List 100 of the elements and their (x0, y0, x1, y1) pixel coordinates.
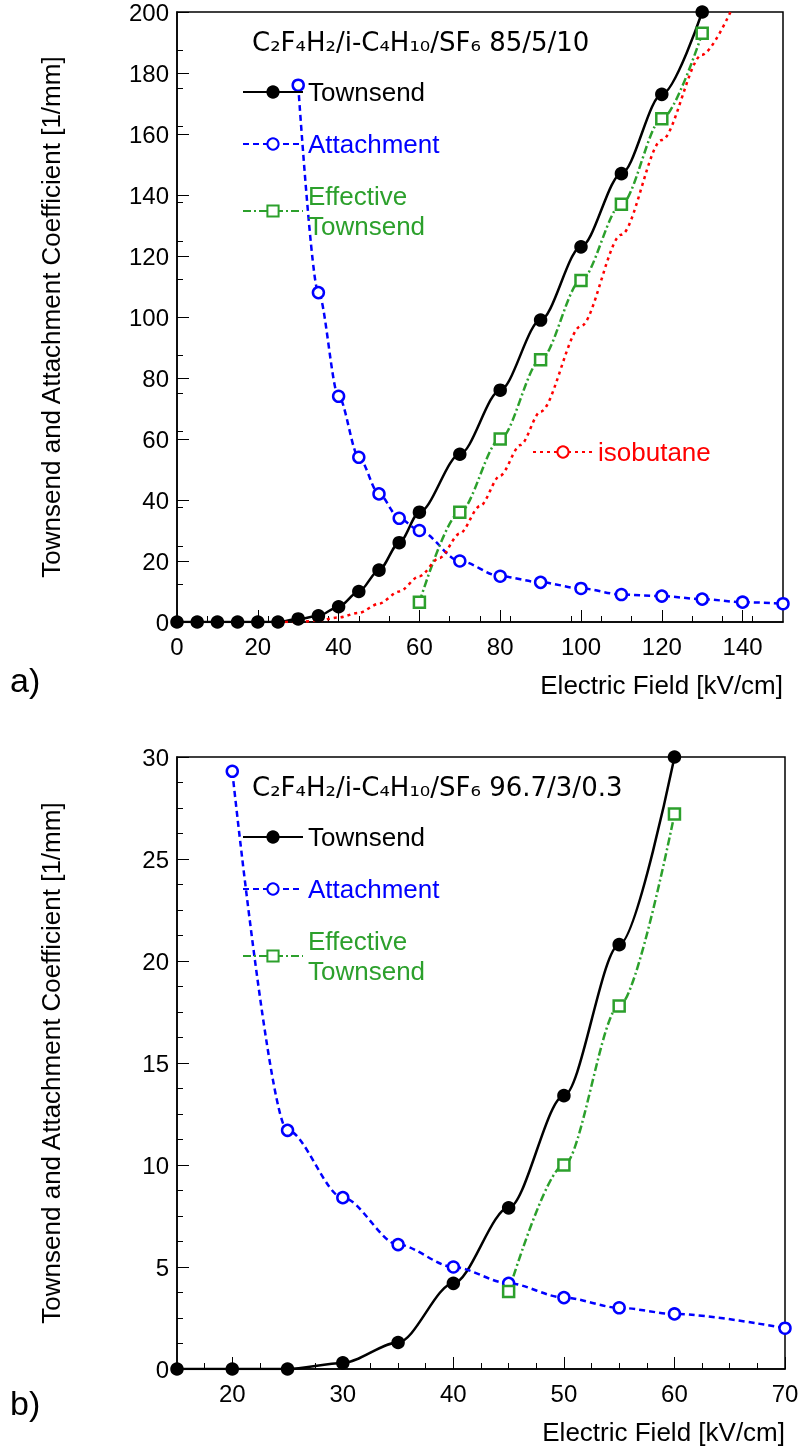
x-tick-label: 20 (244, 632, 272, 660)
point (612, 937, 626, 952)
y-tick-label: 0 (155, 1355, 169, 1383)
legend-label: Effective Townsend (308, 926, 426, 986)
point (311, 609, 326, 623)
legend-label: isobutane (598, 437, 711, 467)
legend-label: Attachment (308, 129, 441, 159)
point (612, 1301, 626, 1315)
point (311, 285, 326, 300)
point (170, 615, 184, 629)
y-axis-title: Townsend and Attachment Coefficient [1/mm] (36, 56, 66, 578)
point (493, 383, 507, 397)
text: a) (10, 661, 41, 699)
x-tick-label: 40 (440, 1379, 467, 1407)
point (372, 563, 386, 577)
x-tick-label: 20 (218, 1379, 246, 1407)
point (446, 1276, 461, 1291)
y-axis-title: Townsend and Attachment Coefficient [1/mm] (36, 802, 66, 1324)
point (412, 595, 427, 609)
point (501, 1284, 516, 1299)
point (695, 26, 709, 41)
point (614, 166, 629, 181)
point (391, 1335, 405, 1350)
y-tick-label: 10 (142, 1151, 169, 1179)
x-tick-label: 60 (406, 632, 433, 660)
point (280, 1362, 295, 1376)
point (291, 78, 305, 92)
point (291, 612, 305, 626)
point (352, 584, 366, 599)
point (655, 112, 669, 126)
y-tick-label: 80 (142, 364, 169, 392)
point (735, 595, 750, 609)
point (612, 999, 626, 1013)
point (372, 487, 386, 501)
y-tick-label: 0 (155, 608, 169, 636)
x-tick-label: 60 (661, 1379, 688, 1407)
point (695, 5, 709, 19)
point (557, 1158, 571, 1172)
point (412, 523, 427, 538)
y-tick-label: 25 (142, 845, 169, 873)
point (776, 596, 790, 611)
point (614, 197, 629, 211)
x-tick-label: 140 (722, 632, 763, 660)
y-tick-label: 30 (142, 743, 169, 771)
x-tick-label: 120 (641, 632, 682, 660)
point (225, 764, 240, 779)
point (557, 1290, 571, 1305)
y-tick-label: 100 (128, 303, 169, 331)
point (493, 432, 507, 446)
y-tick-label: 60 (142, 425, 169, 453)
x-axis-title: Electric Field [kV/cm] (540, 670, 783, 700)
point (667, 807, 682, 821)
legend-label: Attachment (308, 874, 441, 904)
point (667, 1307, 682, 1321)
point (533, 313, 548, 327)
point (574, 240, 588, 254)
point (170, 1362, 184, 1376)
point (557, 1088, 571, 1103)
point (251, 615, 265, 629)
point (574, 273, 588, 288)
text: b) (10, 1384, 41, 1422)
text: C₂F₄H₂/i-C₄H₁₀/SF₆ 85/5/10 (252, 27, 590, 57)
y-tick-label: 180 (128, 59, 169, 87)
x-tick-label: 70 (771, 1379, 799, 1407)
point (453, 505, 467, 519)
x-tick-label: 40 (325, 632, 352, 660)
point (667, 750, 682, 764)
y-tick-label: 40 (142, 486, 169, 514)
point (392, 511, 406, 526)
point (493, 569, 507, 583)
x-tick-label: 30 (329, 1379, 357, 1407)
x-axis-title: Electric Field [kV/cm] (542, 1417, 785, 1446)
y-tick-label: 20 (142, 547, 169, 575)
y-tick-label: 15 (142, 1049, 169, 1077)
point (412, 505, 427, 519)
legend-label: Townsend (308, 822, 426, 852)
point (453, 554, 467, 568)
y-tick-label: 5 (155, 1253, 169, 1281)
point (533, 575, 548, 590)
y-tick-label: 20 (142, 947, 169, 975)
x-tick-label: 80 (486, 632, 514, 660)
point (453, 447, 467, 461)
point (501, 1201, 516, 1215)
point (336, 1356, 350, 1370)
point (210, 615, 225, 629)
x-tick-label: 100 (560, 632, 602, 660)
y-tick-label: 160 (128, 120, 169, 148)
point (280, 1123, 295, 1138)
point (331, 600, 346, 614)
point (190, 615, 204, 629)
legend-label: Effective Townsend (308, 181, 426, 241)
point (271, 615, 285, 629)
text: C₂F₄H₂/i-C₄H₁₀/SF₆ 96.7/3/0.3 (252, 772, 623, 802)
point (336, 1190, 350, 1205)
point (533, 352, 548, 367)
point (230, 615, 245, 629)
point (391, 1237, 405, 1252)
point (352, 450, 366, 465)
point (392, 535, 406, 550)
point (225, 1362, 240, 1376)
